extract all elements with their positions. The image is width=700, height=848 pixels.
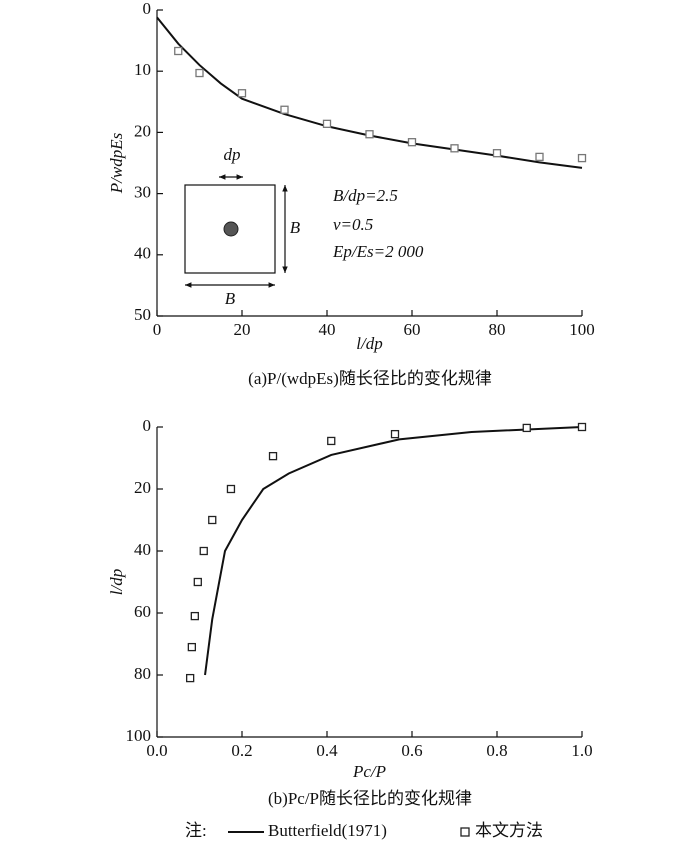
y-tick-label: 10 <box>134 60 151 79</box>
x-tick-label: 0.8 <box>486 741 507 760</box>
marker <box>577 422 587 432</box>
x-tick-label: 60 <box>404 320 421 339</box>
annotation: dp <box>224 145 241 164</box>
annotation: ν=0.5 <box>333 215 373 234</box>
marker <box>535 152 544 162</box>
y-tick-label: 50 <box>134 305 151 324</box>
pile <box>223 221 239 237</box>
y-tick-label: 0 <box>143 0 152 18</box>
marker <box>365 130 374 139</box>
x-tick-label: 0.6 <box>401 741 422 760</box>
x-tick-label: 0.4 <box>316 741 338 760</box>
legend-label: 本文方法 <box>475 821 543 840</box>
x-tick-label: 20 <box>234 320 251 339</box>
marker <box>522 423 531 433</box>
annotation: Ep/Es=2 000 <box>332 242 424 261</box>
x-tick-label: 0.0 <box>146 741 167 760</box>
marker <box>237 89 247 98</box>
y-tick-label: 0 <box>143 416 152 435</box>
marker <box>450 144 459 153</box>
arrow-head <box>185 282 192 288</box>
x-tick-label: 0.2 <box>231 741 252 760</box>
marker <box>407 138 417 147</box>
marker <box>577 153 587 163</box>
caption: (b)Pc/P随长径比的变化规律 <box>268 789 472 808</box>
y-axis-label: l/dp <box>107 569 126 595</box>
series-line <box>204 426 583 676</box>
series-line <box>156 16 583 169</box>
marker <box>199 546 208 556</box>
legend-label: Butterfield(1971) <box>268 821 387 840</box>
marker <box>322 119 332 128</box>
x-tick-label: 1.0 <box>571 741 592 760</box>
marker <box>187 642 197 652</box>
legend-marker <box>460 827 470 837</box>
marker <box>195 68 204 78</box>
marker <box>174 46 183 56</box>
x-axis-label: l/dp <box>356 334 382 353</box>
x-tick-label: 0 <box>153 320 162 339</box>
arrow-head <box>219 174 226 180</box>
marker <box>492 149 502 158</box>
x-tick-label: 100 <box>569 320 595 339</box>
annotation: B <box>225 289 236 308</box>
y-axis-label: P/wdpEs <box>107 132 126 194</box>
y-tick-label: 30 <box>134 183 151 202</box>
marker <box>185 673 195 683</box>
y-tick-label: 100 <box>126 726 152 745</box>
marker <box>190 611 199 621</box>
arrow-head <box>236 174 243 180</box>
marker <box>208 515 217 525</box>
marker <box>268 451 278 461</box>
y-tick-label: 40 <box>134 540 151 559</box>
x-tick-label: 80 <box>489 320 506 339</box>
y-tick-label: 80 <box>134 664 151 683</box>
arrow-head <box>282 185 288 192</box>
marker <box>280 105 289 114</box>
marker <box>226 484 236 494</box>
marker <box>390 429 400 439</box>
y-tick-label: 40 <box>134 244 151 263</box>
marker <box>327 436 336 446</box>
y-tick-label: 60 <box>134 602 151 621</box>
note-label: 注: <box>185 821 207 840</box>
marker <box>193 577 202 587</box>
annotation: B/dp=2.5 <box>333 186 398 205</box>
arrow-head <box>268 282 275 288</box>
x-axis-label: Pc/P <box>352 762 386 781</box>
caption: (a)P/(wdpEs)随长径比的变化规律 <box>248 369 492 388</box>
x-tick-label: 40 <box>319 320 336 339</box>
arrow-head <box>282 266 288 273</box>
y-tick-label: 20 <box>134 478 151 497</box>
y-tick-label: 20 <box>134 121 151 140</box>
inset-box <box>184 184 276 274</box>
annotation: B <box>290 218 301 237</box>
